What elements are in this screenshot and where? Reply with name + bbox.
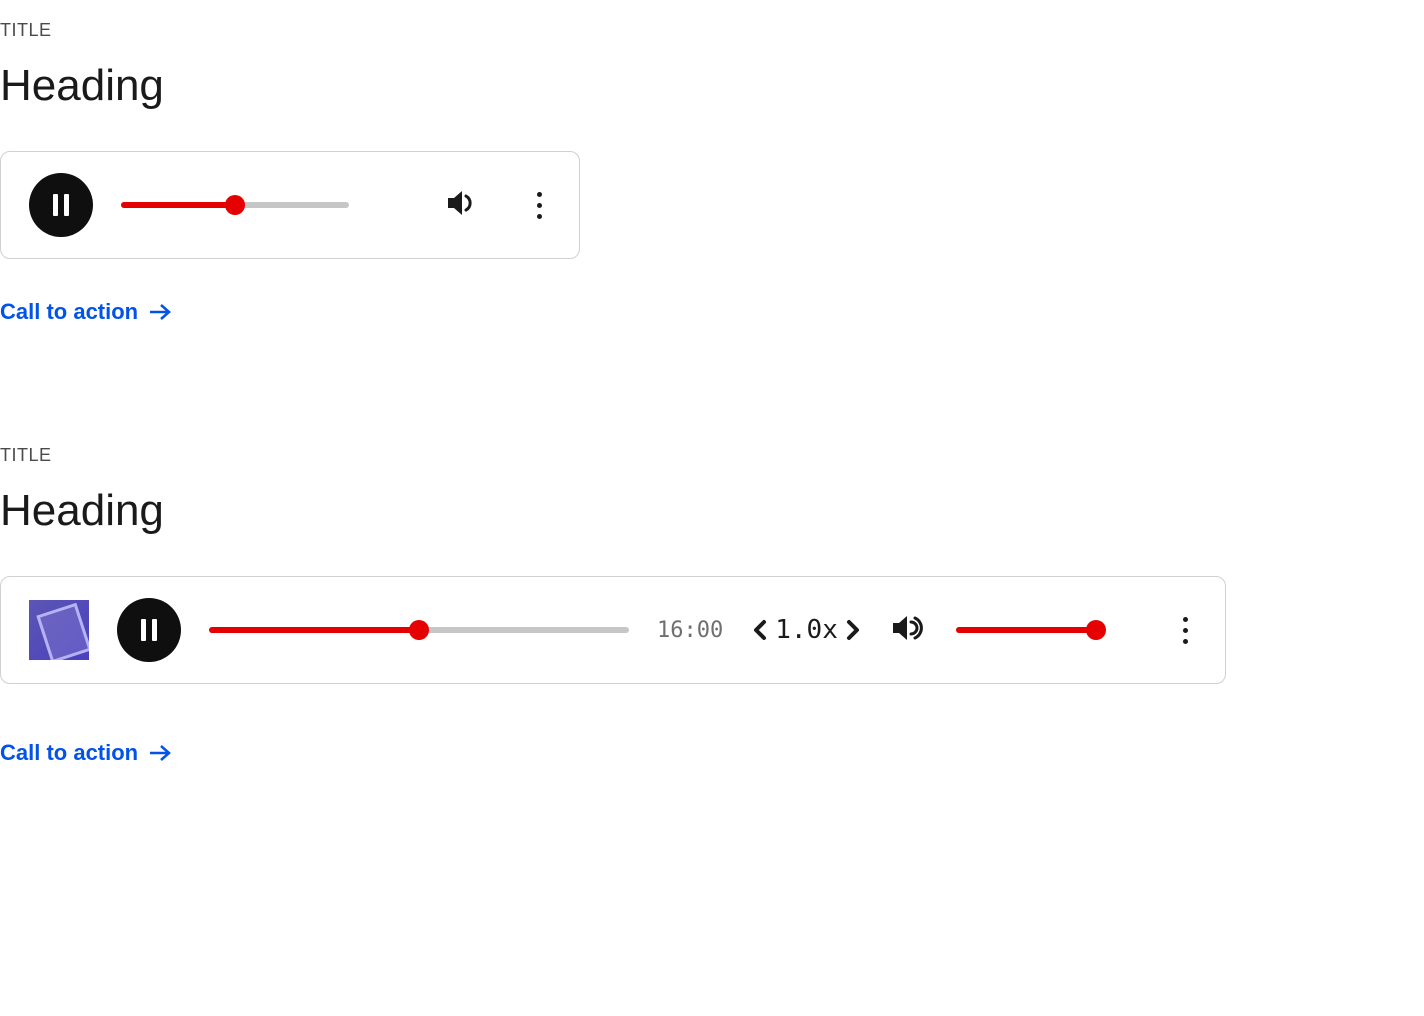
speed-down-button[interactable]: [751, 618, 769, 642]
overline-title: TITLE: [0, 445, 1424, 466]
track-artwork: [29, 600, 89, 660]
progress-slider[interactable]: [209, 627, 629, 633]
more-menu-icon[interactable]: [527, 192, 551, 219]
cta-label: Call to action: [0, 740, 138, 766]
arrow-right-icon: [148, 743, 172, 763]
volume-slider[interactable]: [956, 627, 1096, 633]
pause-icon: [53, 194, 69, 216]
speed-control: 1.0x: [751, 615, 862, 645]
volume-icon[interactable]: [445, 188, 479, 223]
audio-card-full: TITLE Heading 16:00 1.0x: [0, 445, 1424, 766]
volume-icon[interactable]: [890, 613, 928, 648]
cta-link[interactable]: Call to action: [0, 740, 172, 766]
heading: Heading: [0, 61, 1424, 111]
more-menu-icon[interactable]: [1173, 617, 1197, 644]
time-display: 16:00: [657, 618, 723, 643]
pause-icon: [141, 619, 157, 641]
pause-button[interactable]: [29, 173, 93, 237]
audio-player-compact: [0, 151, 580, 259]
pause-button[interactable]: [117, 598, 181, 662]
heading: Heading: [0, 486, 1424, 536]
audio-card-compact: TITLE Heading Call to action: [0, 20, 1424, 325]
speed-value: 1.0x: [775, 615, 838, 645]
overline-title: TITLE: [0, 20, 1424, 41]
cta-link[interactable]: Call to action: [0, 299, 172, 325]
progress-slider[interactable]: [121, 202, 349, 208]
arrow-right-icon: [148, 302, 172, 322]
audio-player-full: 16:00 1.0x: [0, 576, 1226, 684]
speed-up-button[interactable]: [844, 618, 862, 642]
cta-label: Call to action: [0, 299, 138, 325]
